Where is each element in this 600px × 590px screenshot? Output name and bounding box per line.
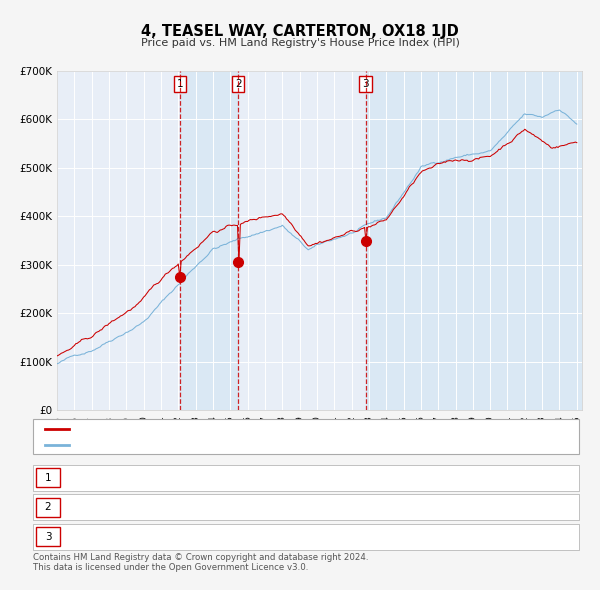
Text: £273,995: £273,995 <box>244 473 296 483</box>
Text: 2: 2 <box>44 503 52 512</box>
Text: 07-FEB-2002: 07-FEB-2002 <box>91 473 161 483</box>
Text: 4, TEASEL WAY, CARTERTON, OX18 1JD: 4, TEASEL WAY, CARTERTON, OX18 1JD <box>141 24 459 38</box>
Text: 17-JUN-2005: 17-JUN-2005 <box>91 503 161 512</box>
Text: HPI: Average price, detached house, West Oxfordshire: HPI: Average price, detached house, West… <box>72 441 342 450</box>
Text: 1: 1 <box>177 80 184 89</box>
Text: This data is licensed under the Open Government Licence v3.0.: This data is licensed under the Open Gov… <box>33 563 308 572</box>
Text: 13% ↑ HPI: 13% ↑ HPI <box>391 473 449 483</box>
Text: 1: 1 <box>44 473 52 483</box>
Text: 2: 2 <box>235 80 242 89</box>
Text: £348,500: £348,500 <box>244 532 296 542</box>
Text: Price paid vs. HM Land Registry's House Price Index (HPI): Price paid vs. HM Land Registry's House … <box>140 38 460 48</box>
Bar <box>180 71 238 410</box>
Text: 3: 3 <box>44 532 52 542</box>
Bar <box>365 71 582 410</box>
Text: 25-OCT-2012: 25-OCT-2012 <box>89 532 163 542</box>
Text: Contains HM Land Registry data © Crown copyright and database right 2024.: Contains HM Land Registry data © Crown c… <box>33 553 368 562</box>
Text: 3% ↓ HPI: 3% ↓ HPI <box>394 503 446 512</box>
Text: 12% ↓ HPI: 12% ↓ HPI <box>390 532 450 542</box>
Text: £305,000: £305,000 <box>244 503 296 512</box>
Text: 3: 3 <box>362 80 369 89</box>
Text: 4, TEASEL WAY, CARTERTON, OX18 1JD (detached house): 4, TEASEL WAY, CARTERTON, OX18 1JD (deta… <box>72 424 356 434</box>
